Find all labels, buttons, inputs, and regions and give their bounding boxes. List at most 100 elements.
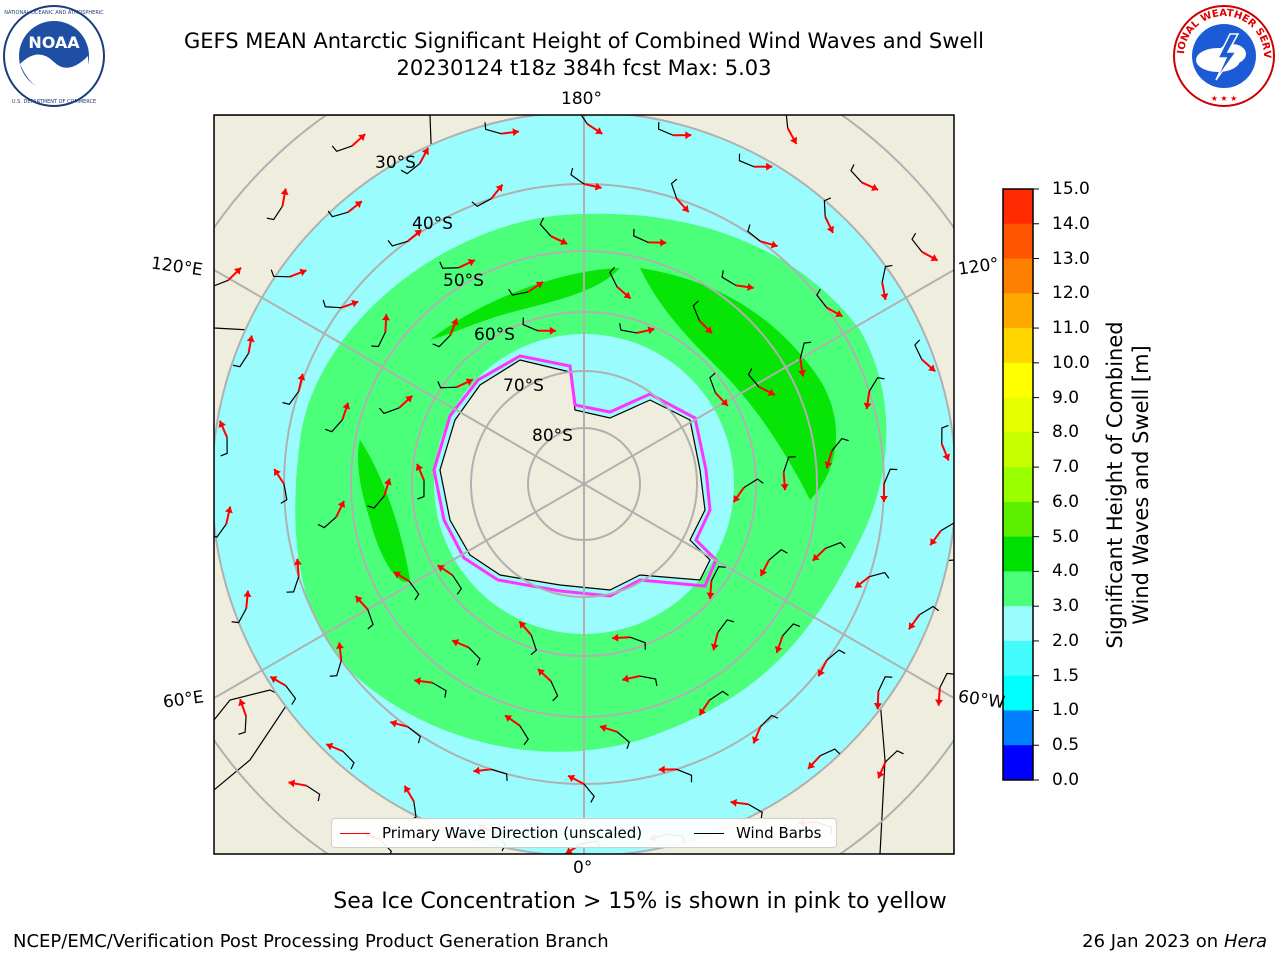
- wave-arrow-head: [594, 182, 602, 191]
- wind-barb: [437, 381, 457, 389]
- legend-swatch-red-line: [340, 833, 370, 834]
- wave-arrow-head: [704, 326, 713, 334]
- colorbar-tick-label: 15.0: [1052, 179, 1090, 199]
- colorbar-band: [1003, 189, 1033, 225]
- wind-barb: [747, 368, 760, 388]
- wind-barb: [799, 341, 812, 359]
- wind-barb: [550, 681, 559, 702]
- nws-logo: NATIONAL WEATHER SERVICE ★ ★ ★: [1172, 4, 1275, 107]
- wind-barb: [232, 352, 250, 368]
- map-frame: [213, 114, 955, 855]
- wave-arrow-head: [790, 136, 798, 144]
- wind-barb: [266, 205, 283, 221]
- wave-arrow-head: [855, 580, 863, 588]
- colorbar-band: [1003, 362, 1033, 399]
- wind-barb: [748, 803, 763, 820]
- wind-barb: [367, 495, 385, 509]
- wave-arrow-head: [549, 326, 556, 335]
- wave-arrow-head: [599, 724, 607, 733]
- wind-barb: [431, 682, 447, 698]
- wind-barb: [881, 264, 893, 283]
- wave-arrow-head: [414, 677, 421, 686]
- colorbar-band: [1003, 640, 1033, 677]
- wave-arrow-head: [452, 639, 460, 647]
- wind-barb: [670, 178, 678, 199]
- wave-arrow-head: [274, 468, 281, 477]
- wind-barb: [508, 288, 529, 296]
- legend-label-wind-barbs: Wind Barbs: [736, 824, 822, 842]
- wind-barb: [914, 339, 923, 360]
- colorbar-tick-label: 4.0: [1052, 561, 1080, 582]
- wave-arrow-head: [421, 147, 429, 156]
- wind-barb: [583, 783, 595, 803]
- wind-barb: [883, 468, 898, 485]
- wind-barb: [342, 750, 355, 770]
- colorbar-band: [1003, 397, 1033, 433]
- wave-arrow-head: [863, 402, 872, 410]
- colorbar-tick-label: 11.0: [1052, 318, 1090, 339]
- wind-barb: [231, 608, 247, 624]
- wind-barb: [367, 609, 374, 630]
- ocean-higher-waves-north: [430, 268, 620, 340]
- colorbar-tick-label: 0.5: [1052, 735, 1080, 756]
- colorbar-band: [1003, 432, 1033, 468]
- wave-arrow-head: [595, 127, 603, 134]
- wind-barb: [869, 571, 890, 579]
- wave-arrow-head: [293, 558, 302, 566]
- colorbar-band: [1003, 328, 1033, 364]
- colorbar-tick-label: 7.0: [1052, 457, 1080, 478]
- wind-barb: [214, 279, 229, 287]
- colorbar-tick-label: 1.0: [1052, 700, 1080, 721]
- colorbar-tick-label: 6.0: [1052, 491, 1080, 512]
- wave-arrow-head: [404, 785, 412, 793]
- wave-arrow-head: [351, 299, 359, 308]
- wave-arrow-head: [706, 592, 715, 599]
- lat-label-30s: 30°S: [375, 153, 416, 173]
- wind-barb: [747, 224, 761, 242]
- wave-arrow-head: [384, 478, 392, 486]
- wave-arrow-head: [817, 669, 825, 677]
- colorbar-frame: [1002, 188, 1034, 781]
- wave-arrow-head: [612, 633, 619, 642]
- wave-arrow-head: [238, 699, 246, 707]
- wave-arrow-head: [720, 398, 728, 406]
- wind-barb: [868, 376, 885, 392]
- wave-arrow-head: [297, 373, 306, 381]
- wave-arrow-head: [877, 771, 885, 779]
- colorbar-band: [1003, 710, 1033, 746]
- colorbar-tick-label: 8.0: [1052, 422, 1080, 443]
- colorbar-band: [1003, 258, 1033, 294]
- wind-barb: [616, 731, 630, 749]
- wind-barb: [619, 323, 637, 334]
- colorbar-band: [1003, 501, 1033, 538]
- wave-arrow-head: [519, 621, 527, 629]
- wind-barb: [676, 768, 693, 783]
- wave-arrow-head: [512, 128, 519, 137]
- wave-arrow-head: [770, 240, 778, 249]
- wave-arrow-head: [767, 388, 775, 396]
- wind-barb: [609, 266, 618, 288]
- wind-barb: [580, 115, 588, 125]
- wind-barb: [941, 424, 949, 444]
- colorbar-label-line2: Wind Waves and Swell [m]: [1129, 345, 1153, 625]
- wave-arrow-head: [622, 674, 630, 683]
- footer-branch-credit: NCEP/EMC/Verification Post Processing Pr…: [13, 931, 609, 952]
- wave-arrow-head: [752, 736, 760, 744]
- wind-barb: [919, 605, 940, 616]
- wave-arrow-head: [647, 326, 655, 335]
- wind-barb: [325, 419, 343, 433]
- wind-barb: [400, 163, 421, 175]
- lon-label-180: 180°: [561, 89, 602, 109]
- colorbar-tick-label: 2.0: [1052, 630, 1080, 651]
- colorbar-tick-label: 5.0: [1052, 526, 1080, 547]
- noaa-logo: NOAA NATIONAL OCEANIC AND ATMOSPHERIC U.…: [3, 5, 105, 107]
- wave-arrow-head: [660, 238, 667, 247]
- wave-arrow-head: [759, 568, 768, 577]
- wind-barb: [782, 623, 801, 637]
- wave-arrow-head: [405, 395, 413, 403]
- wind-barb: [519, 725, 529, 746]
- wind-barb: [371, 331, 386, 348]
- wave-arrow-head: [560, 237, 568, 245]
- wind-barb: [939, 672, 954, 688]
- wind-barb: [220, 437, 228, 457]
